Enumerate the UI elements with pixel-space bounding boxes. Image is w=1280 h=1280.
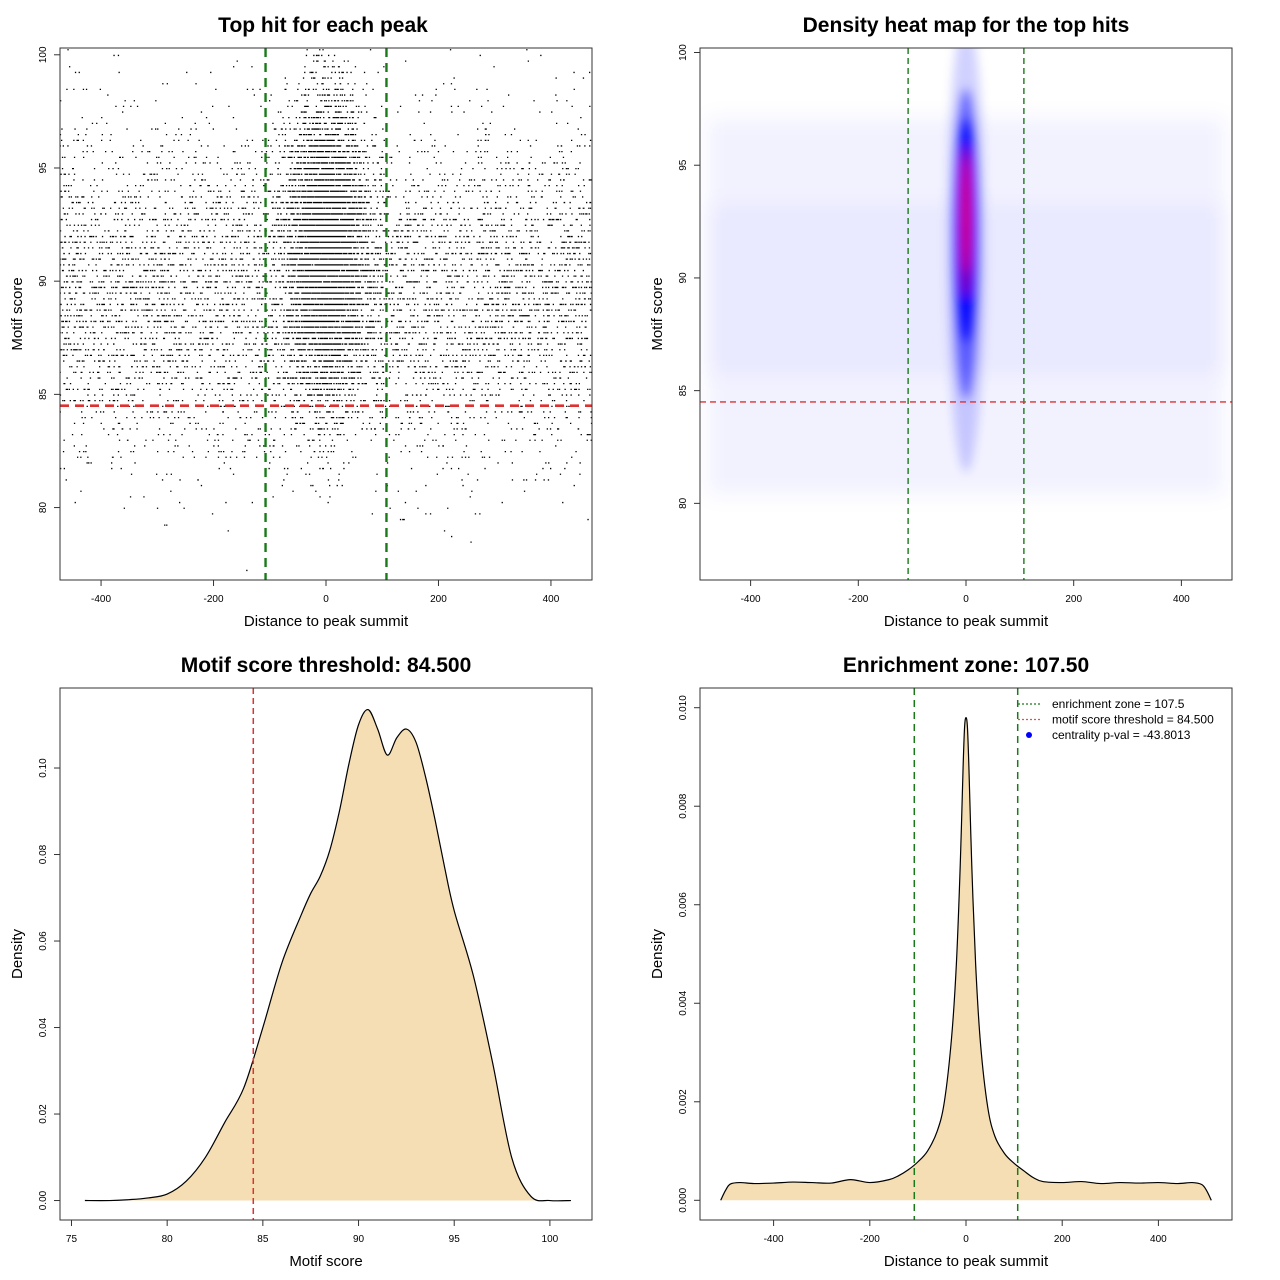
heatmap-peak-density bbox=[947, 48, 985, 473]
x-tick-label: 0 bbox=[323, 594, 329, 605]
scatter-points bbox=[60, 49, 592, 572]
scatter-y-label: Motif score bbox=[9, 277, 26, 350]
density-peak bbox=[963, 156, 969, 274]
scatter-x-label: Distance to peak summit bbox=[244, 613, 409, 630]
x-tick-label: 200 bbox=[1065, 594, 1082, 605]
score-density-title: Motif score threshold: 84.500 bbox=[181, 654, 472, 677]
y-tick-label: 100 bbox=[678, 44, 689, 61]
x-tick-label: 200 bbox=[430, 594, 447, 605]
x-tick-label: 0 bbox=[963, 594, 969, 605]
heatmap-x-axis: -400 -200 0 200 400 bbox=[741, 580, 1190, 605]
y-tick-label: 80 bbox=[38, 502, 49, 514]
x-tick-label: 400 bbox=[1150, 1234, 1167, 1245]
scatter-y-axis: 80 85 90 95 100 bbox=[38, 46, 60, 513]
x-tick-label: -400 bbox=[91, 594, 111, 605]
score-density-x-axis: 75 80 85 90 95 100 bbox=[66, 1220, 559, 1245]
distance-density-area bbox=[720, 716, 1212, 1201]
heatmap-title: Density heat map for the top hits bbox=[803, 14, 1130, 37]
heatmap-y-axis: 80 85 90 95 100 bbox=[678, 44, 700, 509]
heatmap-reference-lines bbox=[700, 48, 1232, 580]
y-tick-label: 85 bbox=[678, 385, 689, 397]
score-density-y-axis: 0.00 0.02 0.04 0.06 0.08 0.10 bbox=[38, 758, 60, 1210]
x-tick-label: -400 bbox=[741, 594, 761, 605]
y-tick-label: 95 bbox=[38, 162, 49, 174]
y-tick-label: 80 bbox=[678, 497, 689, 509]
x-tick-label: 90 bbox=[353, 1234, 365, 1245]
y-tick-label: 0.010 bbox=[678, 695, 689, 720]
y-tick-label: 90 bbox=[38, 275, 49, 287]
x-tick-label: -400 bbox=[764, 1234, 784, 1245]
score-density-area bbox=[84, 709, 571, 1202]
x-tick-label: -200 bbox=[848, 594, 868, 605]
legend-label: enrichment zone = 107.5 bbox=[1052, 697, 1185, 711]
y-tick-label: 0.00 bbox=[38, 1190, 49, 1210]
x-tick-label: 75 bbox=[66, 1234, 78, 1245]
y-tick-label: 95 bbox=[678, 159, 689, 171]
y-tick-label: 0.004 bbox=[678, 990, 689, 1015]
score-density-curve bbox=[84, 709, 571, 1202]
legend-label: centrality p-val = -43.8013 bbox=[1052, 728, 1191, 742]
scatter-plot-frame bbox=[59, 47, 593, 581]
x-tick-label: -200 bbox=[204, 594, 224, 605]
distance-density-y-axis: 0.000 0.002 0.004 0.006 0.008 0.010 bbox=[678, 695, 700, 1213]
x-tick-label: 85 bbox=[257, 1234, 269, 1245]
score-density-plot-frame bbox=[59, 687, 593, 1221]
heatmap-x-label: Distance to peak summit bbox=[884, 613, 1049, 630]
distance-density-panel: Enrichment zone: 107.50 -400 -200 0 200 400 … bbox=[649, 654, 1233, 1270]
distance-density-y-label: Density bbox=[649, 928, 666, 979]
distance-density-title: Enrichment zone: 107.50 bbox=[843, 654, 1089, 677]
score-density-panel: Motif score threshold: 84.500 75 80 85 90 95… bbox=[9, 654, 593, 1270]
x-tick-label: 80 bbox=[162, 1234, 174, 1245]
y-tick-label: 100 bbox=[38, 46, 49, 63]
x-tick-label: 95 bbox=[449, 1234, 461, 1245]
x-tick-label: 400 bbox=[1173, 594, 1190, 605]
distance-density-x-axis: -400 -200 0 200 400 bbox=[764, 1220, 1167, 1245]
y-tick-label: 90 bbox=[678, 272, 689, 284]
scatter-title: Top hit for each peak bbox=[218, 14, 428, 37]
scatter-point-cloud bbox=[60, 49, 592, 572]
y-tick-label: 0.006 bbox=[678, 892, 689, 917]
heatmap-y-label: Motif score bbox=[649, 277, 666, 350]
distance-density-fill bbox=[720, 717, 1212, 1201]
scatter-panel: Top hit for each peak -400 -200 0 200 400 80… bbox=[9, 14, 593, 630]
x-tick-label: 0 bbox=[963, 1234, 969, 1245]
y-tick-label: 0.08 bbox=[38, 844, 49, 864]
x-tick-label: 400 bbox=[543, 594, 560, 605]
distance-density-reference-lines bbox=[913, 688, 1019, 1220]
heatmap-panel: Density heat map for the top hits -400 -2… bbox=[649, 14, 1233, 630]
score-density-x-label: Motif score bbox=[289, 1253, 362, 1270]
y-tick-label: 85 bbox=[38, 388, 49, 400]
y-tick-label: 0.04 bbox=[38, 1017, 49, 1037]
y-tick-label: 0.008 bbox=[678, 793, 689, 818]
y-tick-label: 0.002 bbox=[678, 1089, 689, 1114]
distance-density-x-label: Distance to peak summit bbox=[884, 1253, 1049, 1270]
legend-label: motif score threshold = 84.500 bbox=[1052, 713, 1214, 727]
scatter-x-axis: -400 -200 0 200 400 bbox=[91, 580, 560, 605]
x-tick-label: 200 bbox=[1054, 1234, 1071, 1245]
y-tick-label: 0.000 bbox=[678, 1187, 689, 1212]
y-tick-label: 0.10 bbox=[38, 758, 49, 778]
legend-point-icon bbox=[1026, 732, 1032, 738]
x-tick-label: -200 bbox=[860, 1234, 880, 1245]
scatter-reference-lines bbox=[60, 48, 592, 580]
distance-density-curve bbox=[720, 716, 1212, 1201]
heatmap-density bbox=[707, 48, 1225, 495]
x-tick-label: 100 bbox=[542, 1234, 559, 1245]
y-tick-label: 0.02 bbox=[38, 1104, 49, 1124]
y-tick-label: 0.06 bbox=[38, 931, 49, 951]
score-density-fill bbox=[84, 709, 571, 1201]
distance-density-legend: enrichment zone = 107.5 motif score thres… bbox=[1018, 697, 1214, 742]
score-density-y-label: Density bbox=[9, 928, 26, 979]
